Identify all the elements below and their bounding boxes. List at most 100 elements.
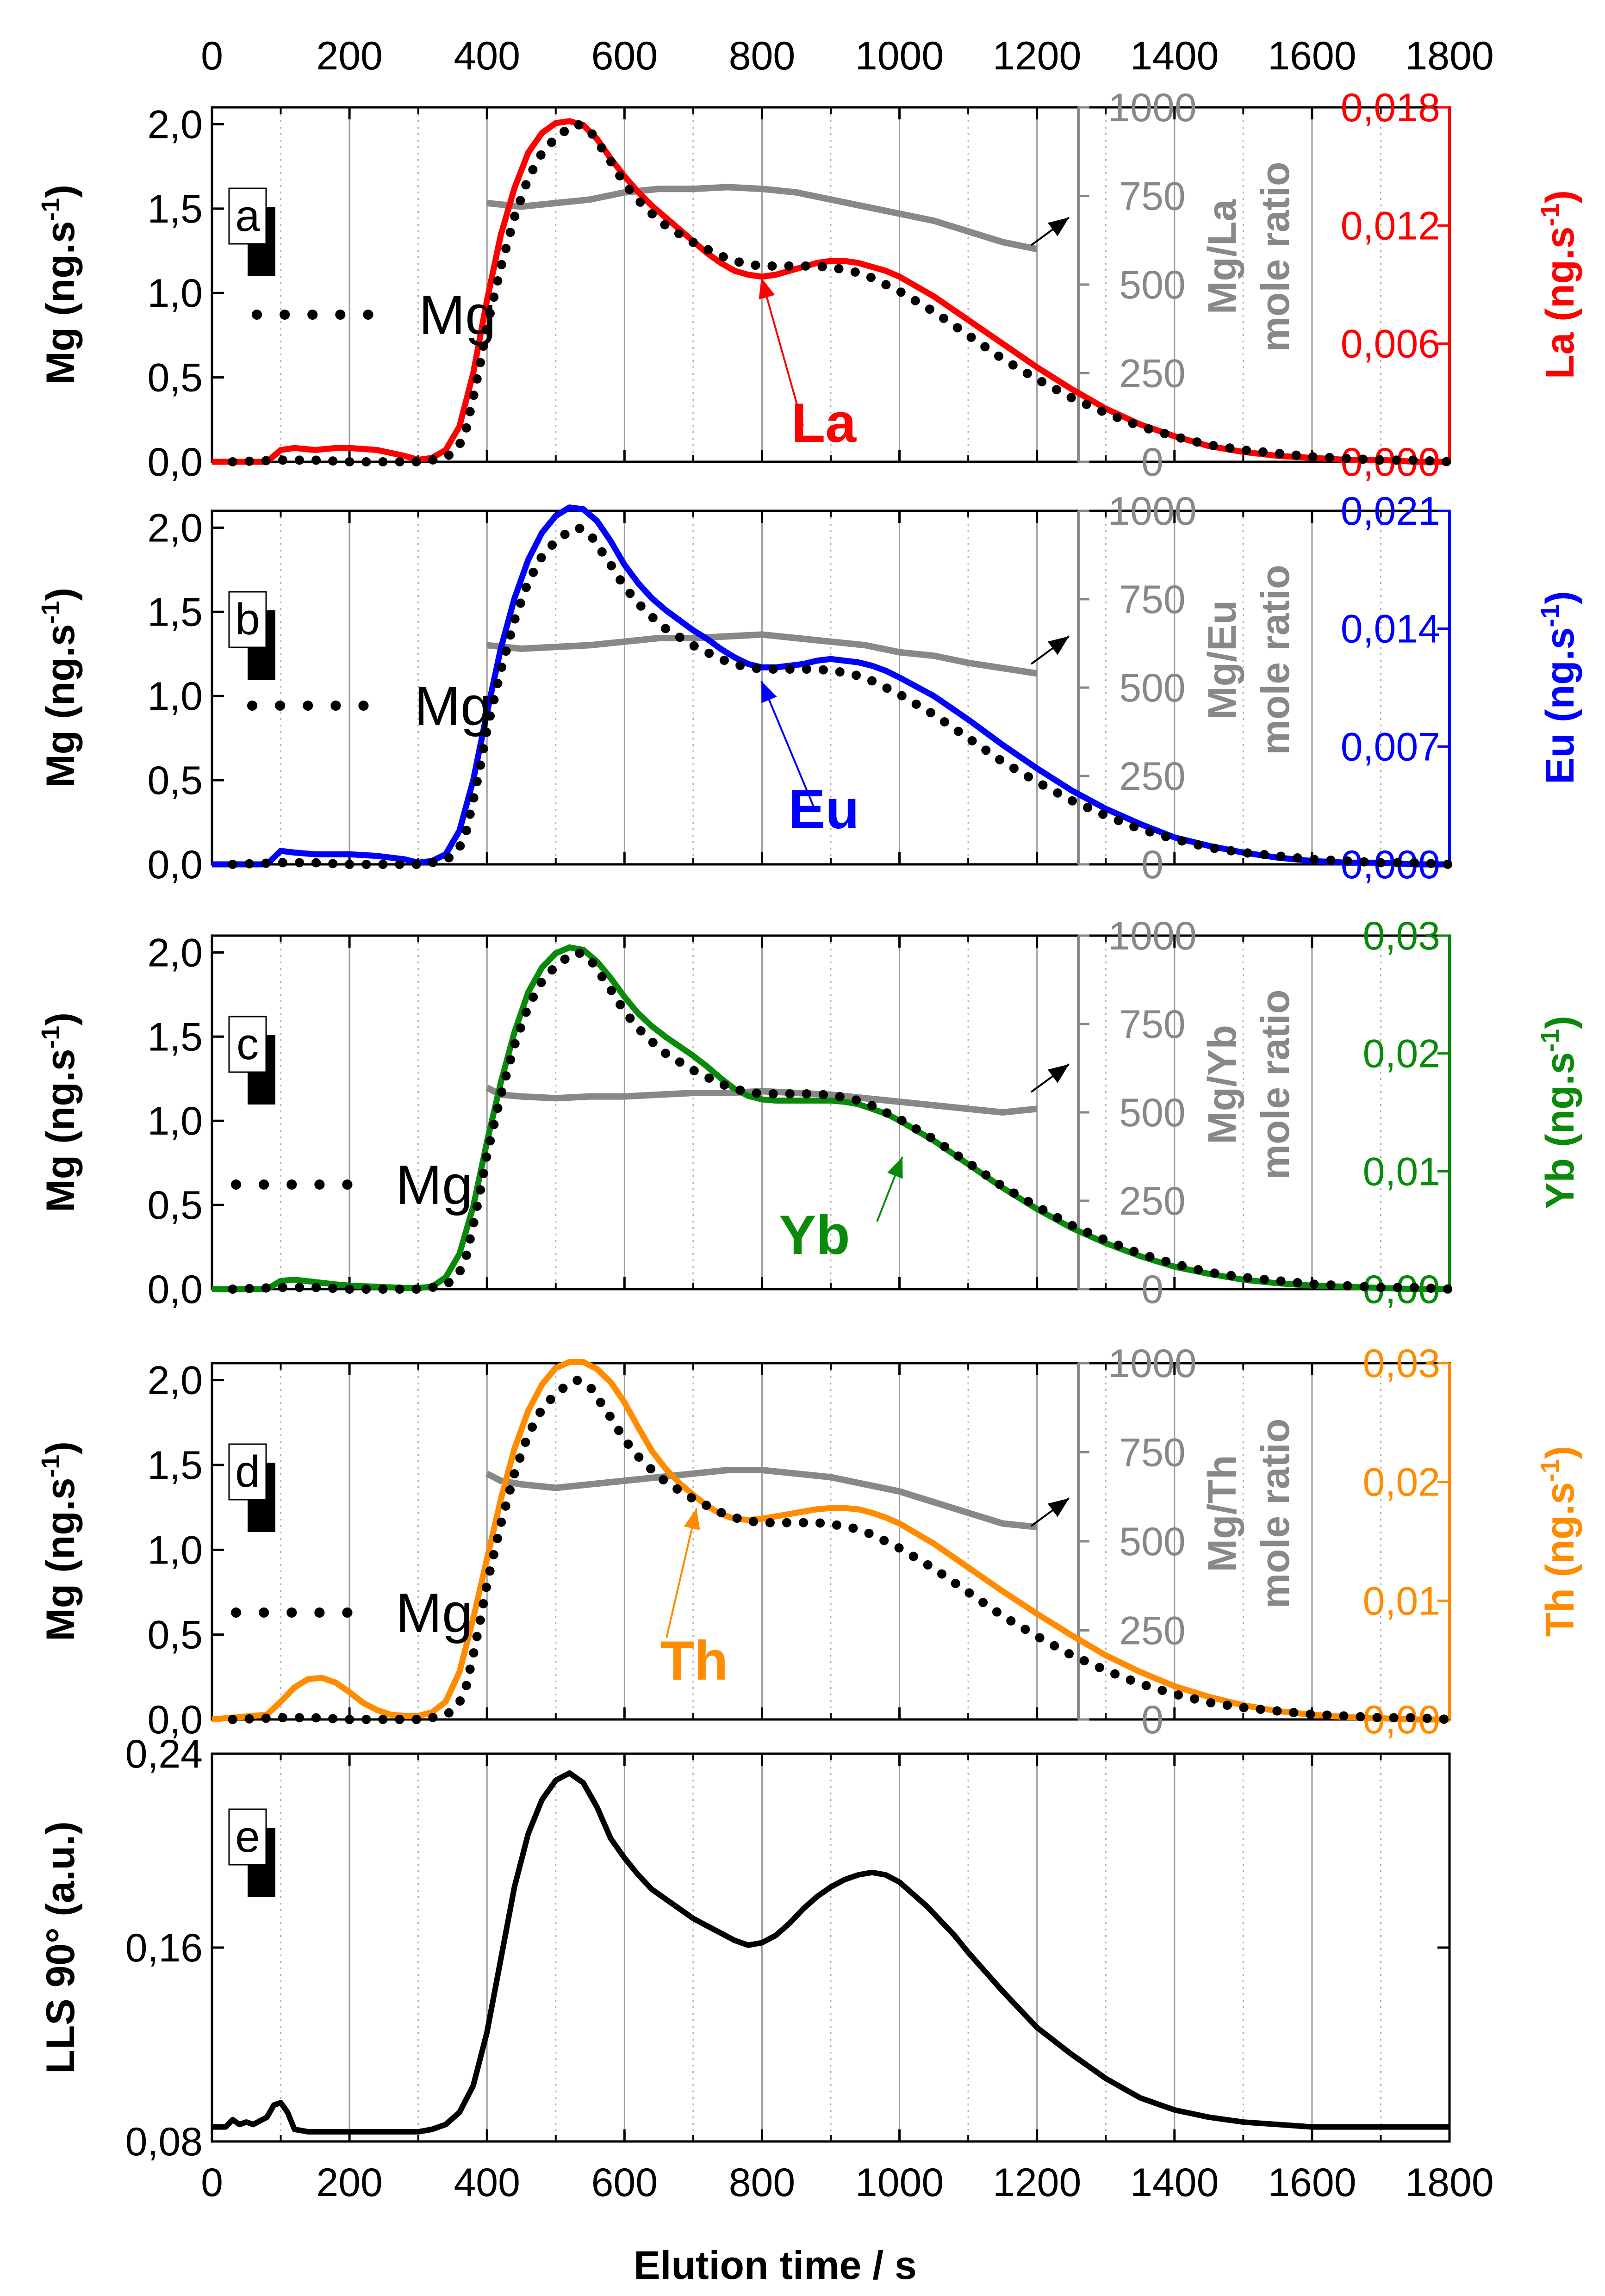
ratio-tick-label: 0 bbox=[1141, 843, 1163, 887]
ratio-tick-label: 500 bbox=[1119, 666, 1186, 710]
ratio-axis-arrow-head bbox=[1047, 217, 1069, 236]
lls-axis-title: LLS 90° (a.u.) bbox=[38, 1821, 83, 2074]
x-tick-label: 200 bbox=[316, 2160, 383, 2205]
mg-tick-label: 0,5 bbox=[147, 1613, 203, 1657]
panel-e: 0 200 400 600 800 1000 1200 1400 1600 1800 0,08 0,1… bbox=[38, 1732, 1494, 2205]
element-tick-label: 0,021 bbox=[1341, 489, 1440, 534]
top-x-tick-label: 800 bbox=[729, 34, 796, 78]
mg-axis-title-superscript: -1 bbox=[36, 1026, 65, 1049]
ratio-tick-label: 250 bbox=[1119, 754, 1186, 799]
panel-letter: c bbox=[236, 1019, 259, 1069]
ratio-tick-label: 1000 bbox=[1108, 1341, 1196, 1386]
mg-tick-label: 1,5 bbox=[147, 590, 203, 634]
panel-c: 0,00,51,01,52,0Mg (ng.s-1)02505007501000… bbox=[36, 914, 1582, 1312]
ratio-tick-label: 0 bbox=[1141, 1267, 1163, 1312]
x-tick-label: 600 bbox=[591, 34, 658, 78]
ratio-tick-label: 500 bbox=[1119, 263, 1186, 307]
element-series-label: Th bbox=[660, 1630, 728, 1692]
x-tick-label: 1600 bbox=[1268, 34, 1356, 78]
panel-letter: a bbox=[235, 191, 260, 241]
x-tick-label: 1400 bbox=[1130, 2160, 1219, 2205]
mg-axis-title-main: Mg (ng.s bbox=[38, 1049, 83, 1212]
ratio-axis-title: Mg/La bbox=[1200, 199, 1244, 315]
x-tick-label: 1200 bbox=[993, 2160, 1081, 2205]
ratio-axis-title-line2: mole ratio bbox=[1253, 1419, 1298, 1609]
element-axis-title-close: ) bbox=[1538, 1016, 1582, 1029]
mg-tick-label: 1,5 bbox=[147, 1443, 203, 1488]
element-axis-title: Yb (ng.s-1) bbox=[1535, 1016, 1582, 1209]
panel-letter: d bbox=[235, 1447, 260, 1496]
element-tick-label: 0,01 bbox=[1363, 1579, 1440, 1623]
ratio-axis-title: Mg/Eu bbox=[1200, 600, 1244, 720]
top-x-tick-label: 1200 bbox=[993, 34, 1081, 78]
panel-letter-box bbox=[228, 591, 267, 648]
ratio-tick-label: 1000 bbox=[1108, 914, 1196, 958]
ratio-tick-label: 500 bbox=[1119, 1091, 1186, 1135]
x-tick-label: 0 bbox=[201, 34, 223, 78]
element-series-label: Eu bbox=[788, 778, 859, 840]
element-axis-title-close: ) bbox=[1538, 591, 1582, 604]
top-x-tick-label: 400 bbox=[454, 34, 520, 78]
panel-b: 0,00,51,01,52,0Mg (ng.s-1)02505007501000… bbox=[36, 489, 1582, 887]
element-axis-title-main: Yb (ng.s bbox=[1538, 1052, 1582, 1209]
mg-axis-title-superscript: -1 bbox=[36, 1455, 65, 1478]
mg-tick-label: 1,0 bbox=[147, 1528, 203, 1572]
ratio-tick-label: 1000 bbox=[1108, 86, 1196, 130]
ratio-tick-label: 750 bbox=[1119, 577, 1186, 622]
element-pointer-arrow bbox=[666, 1508, 697, 1638]
mg-axis-title: Mg (ng.s-1) bbox=[36, 588, 83, 788]
element-tick-label: 0,007 bbox=[1341, 725, 1440, 769]
mg-axis-title-close: ) bbox=[38, 1012, 83, 1026]
x-tick-label: 800 bbox=[729, 2160, 796, 2205]
top-x-tick-label: 1800 bbox=[1405, 34, 1493, 78]
element-tick-label: 0,018 bbox=[1341, 86, 1440, 130]
element-tick-label: 0,006 bbox=[1341, 322, 1440, 366]
x-tick-label: 600 bbox=[591, 2160, 658, 2205]
top-x-tick-label: 1400 bbox=[1130, 34, 1219, 78]
mg-tick-label: 0,0 bbox=[147, 843, 203, 887]
ratio-axis-title-line2: mole ratio bbox=[1253, 565, 1298, 755]
panel-letter: b bbox=[235, 595, 260, 644]
element-tick-label: 0,03 bbox=[1363, 1341, 1440, 1386]
ratio-axis-title: Mg/Yb bbox=[1200, 1025, 1244, 1144]
ratio-axis-arrow-head bbox=[1047, 636, 1069, 655]
element-tick-label: 0,012 bbox=[1341, 204, 1440, 248]
mg-tick-label: 0,5 bbox=[147, 1183, 203, 1228]
element-axis-title-main: Th (ng.s bbox=[1538, 1482, 1582, 1637]
x-tick-label: 200 bbox=[316, 34, 383, 78]
element-tick-label: 0,03 bbox=[1363, 914, 1440, 958]
panel-letter-box bbox=[228, 1808, 267, 1866]
element-axis-title: La (ng.s-1) bbox=[1535, 190, 1582, 379]
mg-tick-label: 1,0 bbox=[147, 1099, 203, 1143]
element-series-label: La bbox=[791, 392, 857, 454]
mg-tick-label: 1,5 bbox=[147, 1015, 203, 1059]
element-axis-title-superscript: -1 bbox=[1535, 1029, 1564, 1052]
x-tick-label: 1000 bbox=[855, 2160, 944, 2205]
mg-legend-label: Mg bbox=[414, 675, 491, 737]
mg-legend-label: Mg bbox=[396, 1154, 473, 1216]
mg-series-dots bbox=[228, 1375, 1454, 1724]
ratio-axis-title: Mg/Th bbox=[1200, 1455, 1244, 1572]
panel-letter: e bbox=[235, 1812, 260, 1862]
mg-axis-title-main: Mg (ng.s bbox=[38, 221, 83, 385]
ratio-tick-label: 750 bbox=[1119, 1002, 1186, 1047]
element-tick-label: 0,02 bbox=[1363, 1460, 1440, 1505]
element-pointer-arrow-head bbox=[887, 1157, 903, 1179]
mg-axis-title: Mg (ng.s-1) bbox=[36, 1441, 83, 1641]
top-x-tick-label: 600 bbox=[591, 34, 658, 78]
mg-tick-label: 0,5 bbox=[147, 356, 203, 400]
ratio-tick-label: 1000 bbox=[1108, 489, 1196, 534]
ratio-axis-arrow-head bbox=[1047, 1498, 1069, 1517]
lls-series-line bbox=[212, 1770, 1449, 2135]
panel-letter-box bbox=[228, 187, 267, 245]
element-pointer-arrow-head bbox=[684, 1508, 700, 1530]
ratio-tick-label: 500 bbox=[1119, 1520, 1186, 1564]
ratio-tick-label: 0 bbox=[1141, 1698, 1163, 1742]
element-pointer-arrow-head bbox=[761, 681, 777, 703]
ratio-series-line bbox=[486, 631, 1038, 677]
x-tick-label: 1800 bbox=[1405, 2160, 1493, 2205]
mg-axis-title-superscript: -1 bbox=[36, 601, 65, 624]
ratio-axis-arrow-head bbox=[1047, 1064, 1069, 1083]
mg-legend-label: Mg bbox=[419, 284, 496, 346]
